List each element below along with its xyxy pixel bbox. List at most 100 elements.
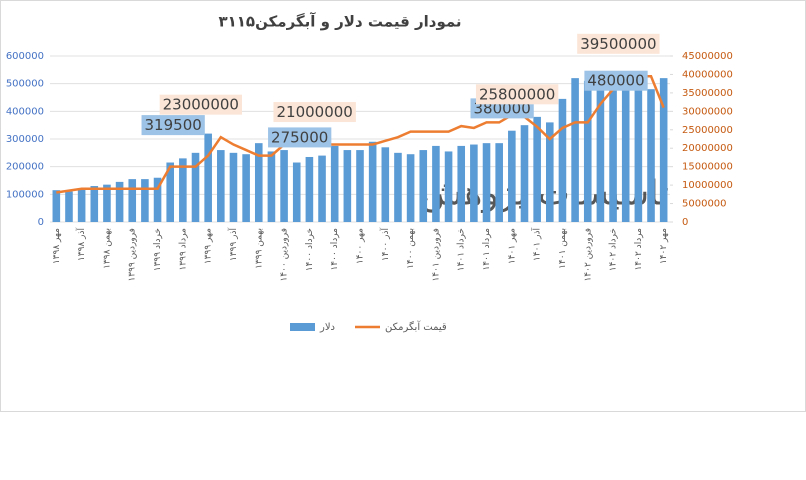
bar <box>267 151 276 222</box>
bar <box>634 87 643 222</box>
bar <box>444 151 453 222</box>
y2-tick-label: 5000000 <box>682 199 727 210</box>
bar <box>318 155 326 222</box>
x-tick-label: مرداد ۱۴۰۲ <box>634 228 644 271</box>
bar <box>204 133 212 222</box>
bar <box>52 190 61 222</box>
y-tick-label: 500000 <box>6 79 44 90</box>
x-tick-label: بهمن ۱۳۹۸ <box>102 228 112 269</box>
x-tick-label: خرداد ۱۴۰۲ <box>609 228 619 271</box>
bar <box>343 150 352 222</box>
y2-tick-label: 20000000 <box>682 143 733 154</box>
y2-tick-label: 15000000 <box>682 162 733 173</box>
x-tick-label: مرداد ۱۴۰۱ <box>482 228 492 271</box>
data-label: 39500000 <box>577 33 660 54</box>
data-label: 319500 <box>141 115 205 136</box>
bar <box>356 150 364 222</box>
data-label-text: 23000000 <box>163 96 239 114</box>
bar <box>330 145 339 222</box>
x-tick-label: بهمن ۱۳۹۹ <box>254 228 264 269</box>
bar <box>470 144 478 222</box>
bar <box>166 162 174 222</box>
x-tick-label: فروردین ۱۳۹۹ <box>128 228 138 282</box>
bar <box>546 122 554 222</box>
bar <box>141 179 149 222</box>
bar <box>128 179 137 222</box>
bar <box>381 147 390 222</box>
bar <box>394 152 402 222</box>
x-tick-label: آذر ۱۴۰۱ <box>531 228 543 262</box>
bar <box>659 78 668 222</box>
data-label-box <box>273 102 356 123</box>
x-tick-label: خرداد ۱۳۹۹ <box>153 228 163 271</box>
data-label-text: 275000 <box>271 128 328 146</box>
x-tick-label: آذر ۱۴۰۰ <box>379 228 391 262</box>
x-tick-label: مهر ۱۴۰۱ <box>507 228 517 264</box>
bar <box>90 186 99 222</box>
legend-label: قیمت آبگرمکن <box>385 320 447 333</box>
x-tick-label: مرداد ۱۳۹۹ <box>178 228 188 271</box>
bar <box>457 145 466 222</box>
y2-tick-label: 35000000 <box>682 88 733 99</box>
x-tick-label: بهمن ۱۴۰۱ <box>558 228 568 269</box>
bar <box>571 78 579 222</box>
bar <box>77 188 86 222</box>
data-label: 21000000 <box>273 102 356 123</box>
y2-tick-label: 10000000 <box>682 180 733 191</box>
data-label-box <box>268 127 332 148</box>
bar <box>280 150 288 222</box>
bar <box>596 83 605 223</box>
x-tick-label: مهر ۱۴۰۲ <box>659 228 669 264</box>
data-label-text: 39500000 <box>580 35 656 53</box>
bar <box>482 143 491 222</box>
bar <box>179 158 187 222</box>
y2-tick-label: 30000000 <box>682 106 733 117</box>
data-label-text: 21000000 <box>277 103 353 121</box>
bar <box>621 86 630 222</box>
data-label-box <box>159 94 242 115</box>
y2-tick-label: 0 <box>682 217 688 228</box>
data-label-text: 480000 <box>587 72 644 90</box>
chart-title: نمودار قیمت دلار و آبگرمکن۳۱۱۵ <box>218 13 461 31</box>
bar <box>432 145 440 222</box>
bar <box>495 143 503 222</box>
data-label: 275000 <box>268 127 332 148</box>
bar <box>583 80 592 223</box>
legend-label: دلار <box>319 322 335 333</box>
bar <box>292 162 301 222</box>
y-tick-label: 400000 <box>6 106 44 117</box>
bar <box>254 143 263 222</box>
x-tick-label: فروردین ۱۴۰۲ <box>583 228 593 282</box>
data-label-box <box>577 33 660 54</box>
line <box>56 75 665 194</box>
bar <box>368 141 377 222</box>
x-tick-label: مهر ۱۳۹۹ <box>204 228 214 264</box>
legend-swatch <box>290 323 315 331</box>
x-tick-label: فروردین ۱۴۰۰ <box>280 228 290 282</box>
bar <box>406 154 415 222</box>
y2-tick-label: 40000000 <box>682 69 733 80</box>
data-label-text: 319500 <box>145 116 202 134</box>
x-tick-label: خرداد ۱۴۰۱ <box>457 228 467 271</box>
bar <box>65 191 73 222</box>
data-label-text: 25800000 <box>479 85 555 103</box>
bar <box>609 89 617 222</box>
bar <box>217 150 225 222</box>
x-tick-label: مهر ۱۳۹۸ <box>52 228 62 264</box>
x-tick-label: مهر ۱۴۰۰ <box>356 228 366 264</box>
x-tick-label: بهمن ۱۴۰۰ <box>406 228 416 269</box>
x-tick-label: آذر ۱۳۹۹ <box>227 228 239 262</box>
bar <box>191 152 200 222</box>
y-tick-label: 200000 <box>6 162 44 173</box>
y-tick-label: 300000 <box>6 134 44 145</box>
data-label: 480000 <box>584 70 648 91</box>
bar <box>242 154 250 222</box>
x-tick-label: فروردین ۱۴۰۱ <box>431 228 441 282</box>
x-tick-label: مرداد ۱۴۰۰ <box>330 228 340 271</box>
data-label-box <box>584 70 648 91</box>
y-tick-label: 600000 <box>6 51 44 62</box>
y-tick-label: 100000 <box>6 189 44 200</box>
bar <box>103 184 111 222</box>
bar <box>229 152 238 222</box>
